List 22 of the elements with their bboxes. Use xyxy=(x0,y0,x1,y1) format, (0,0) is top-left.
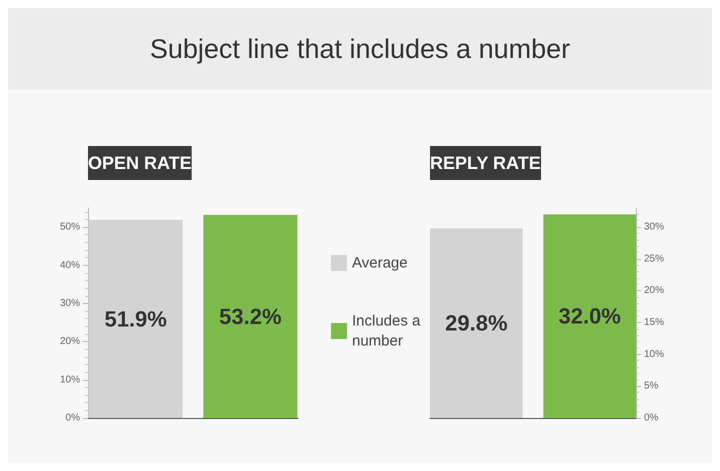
data-label: 32.0% xyxy=(558,304,621,329)
y-tick-label: 20% xyxy=(60,336,80,348)
y-tick-label: 25% xyxy=(644,253,664,264)
y-tick-label: 10% xyxy=(644,348,664,360)
y-tick-label: 40% xyxy=(60,260,80,271)
data-label: 53.2% xyxy=(219,304,282,329)
data-label: 51.9% xyxy=(104,306,167,332)
y-tick-label: 50% xyxy=(60,222,80,233)
chart-subtitle: OPEN RATE xyxy=(88,153,192,173)
y-tick-label: 5% xyxy=(644,380,659,392)
y-tick-label: 10% xyxy=(60,374,80,386)
y-tick-label: 15% xyxy=(644,317,664,328)
data-label: 29.8% xyxy=(445,310,508,336)
y-tick-label: 20% xyxy=(644,285,664,296)
chart-subtitle: REPLY RATE xyxy=(430,153,541,173)
y-tick-label: 0% xyxy=(644,412,659,424)
y-tick-label: 30% xyxy=(644,222,664,233)
legend-label: Average xyxy=(352,254,408,272)
text: Subject line that includes a number xyxy=(8,8,712,90)
legend-label: Includes a number xyxy=(352,312,425,350)
y-tick-label: 30% xyxy=(60,298,80,309)
y-tick-label: 0% xyxy=(66,412,80,424)
